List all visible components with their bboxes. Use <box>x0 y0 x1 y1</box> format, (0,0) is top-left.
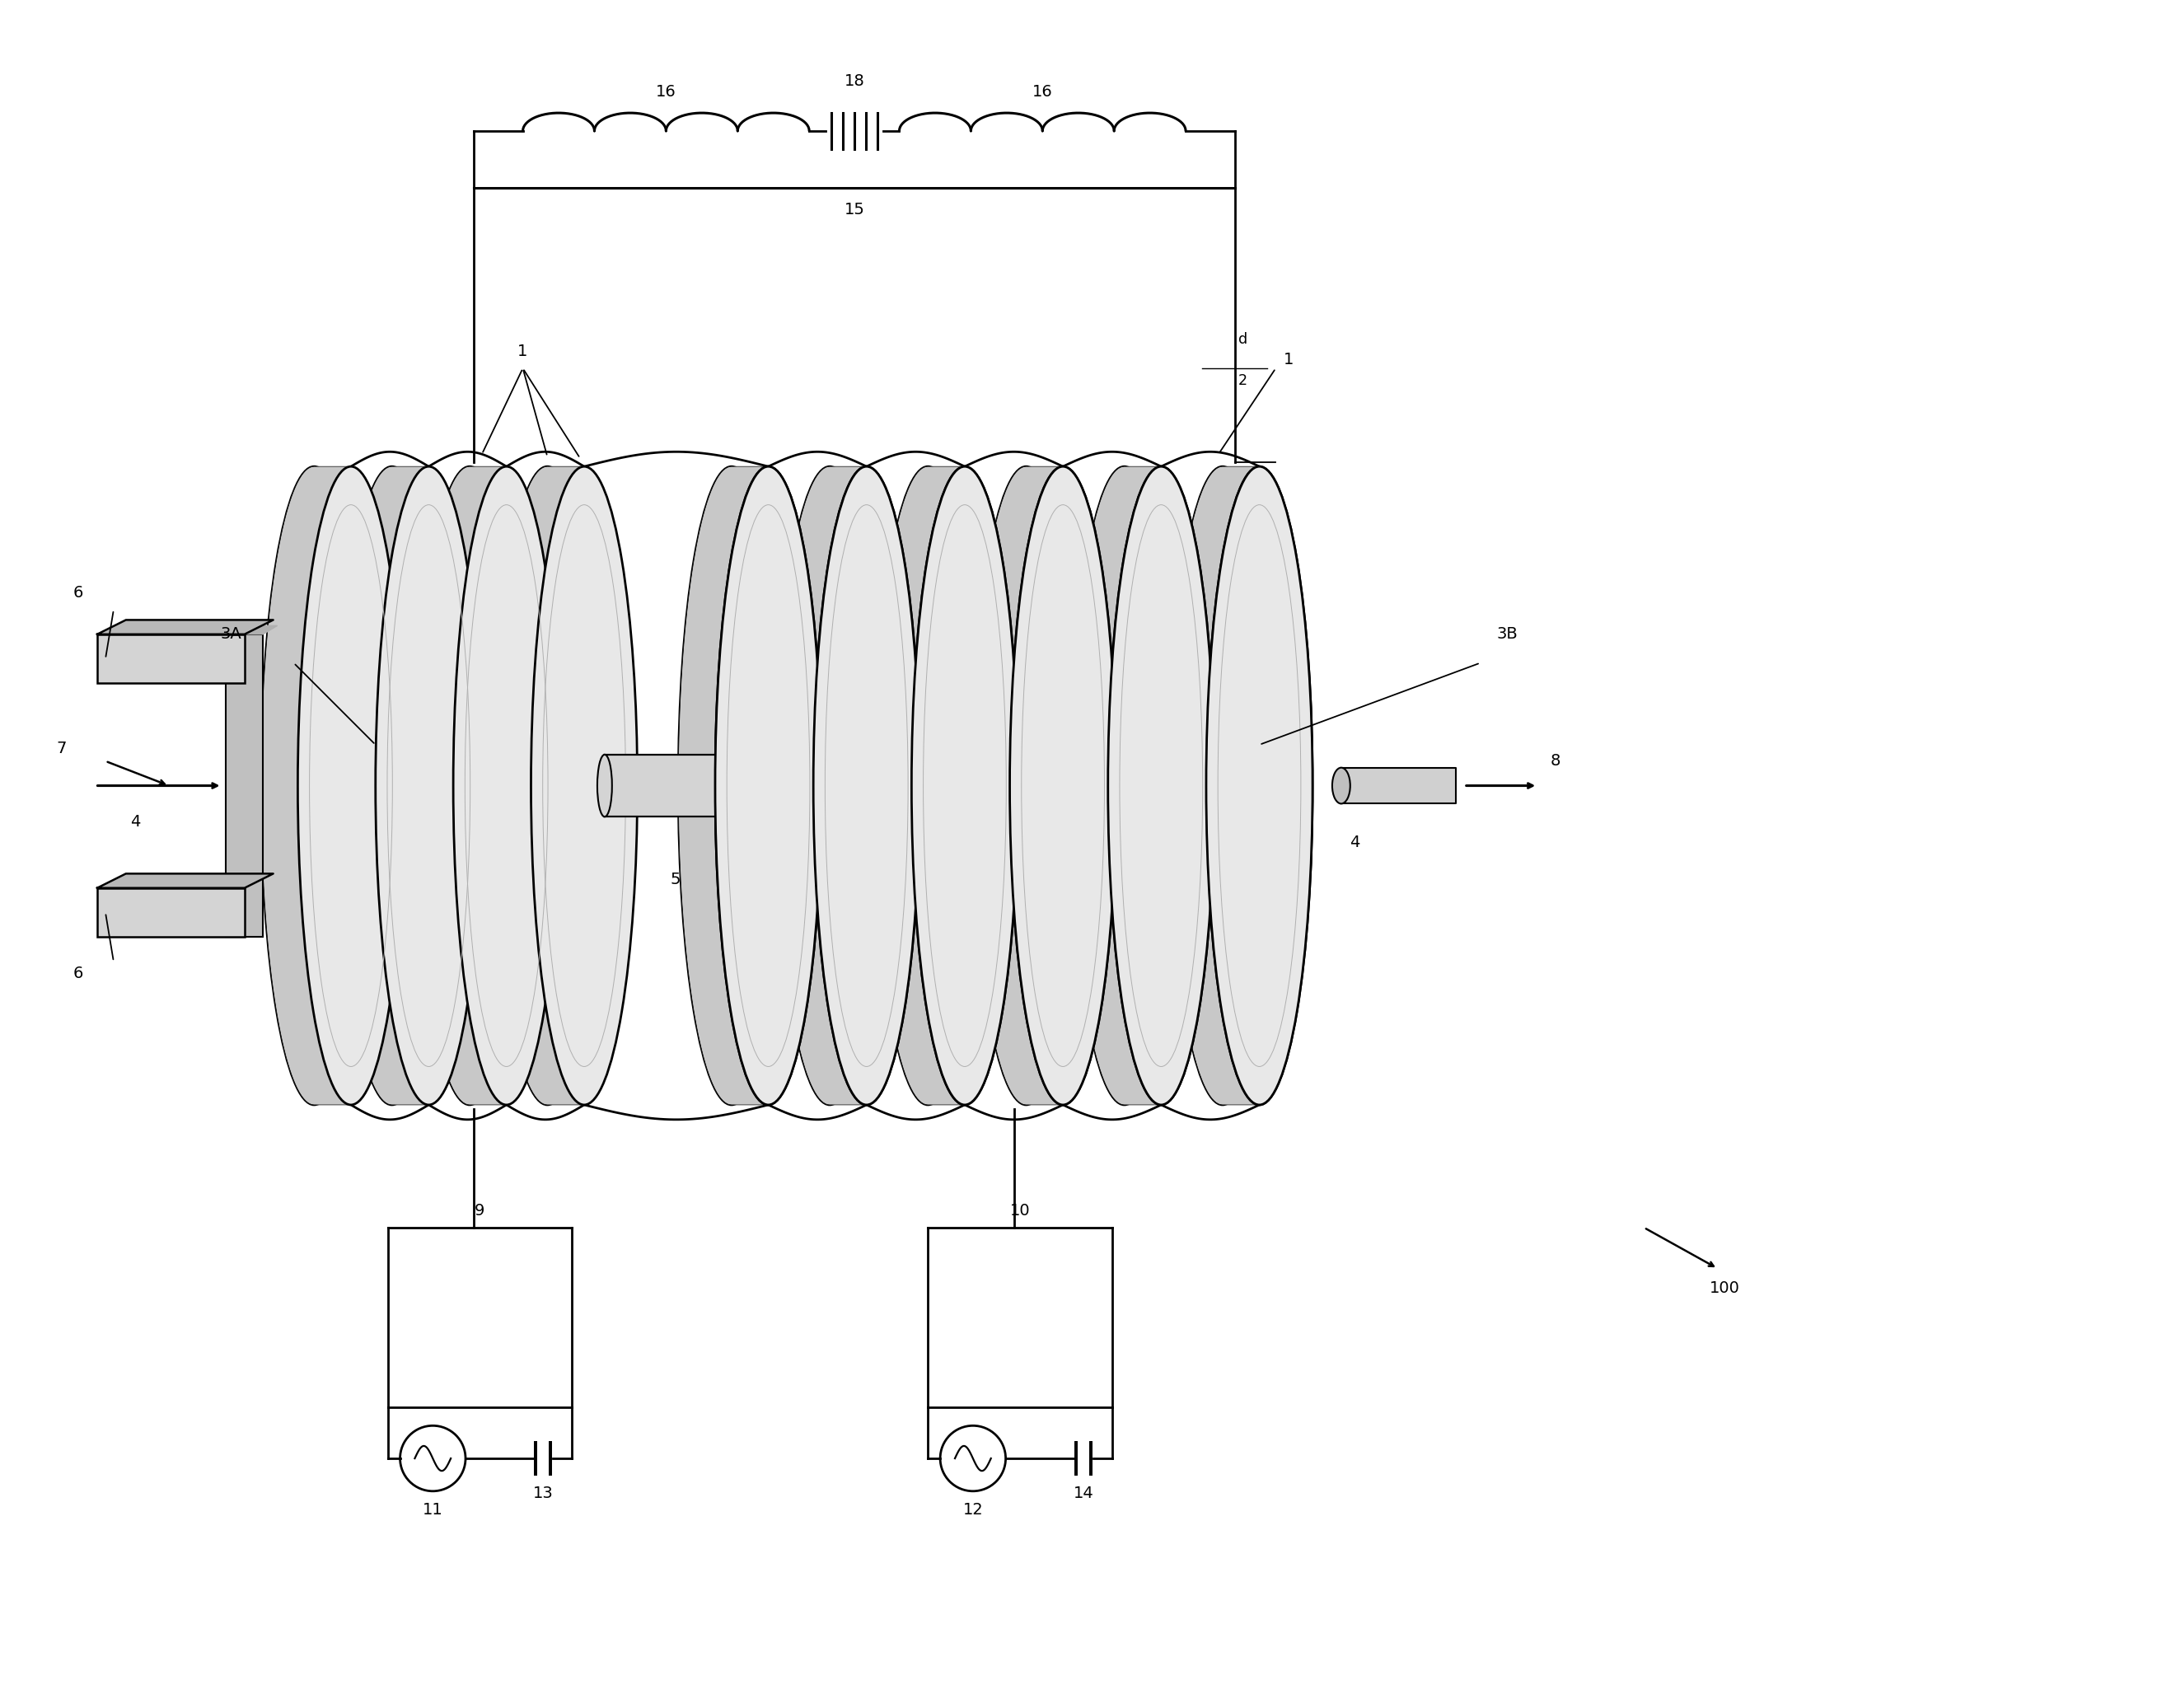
Text: d: d <box>1238 331 1247 347</box>
Polygon shape <box>1342 767 1456 804</box>
Ellipse shape <box>375 466 481 1105</box>
Text: 14: 14 <box>1074 1486 1094 1501</box>
Polygon shape <box>876 466 1018 1105</box>
Ellipse shape <box>298 466 403 1105</box>
Text: 12: 12 <box>962 1501 984 1517</box>
Text: 1: 1 <box>518 343 528 359</box>
Ellipse shape <box>1109 466 1214 1105</box>
Ellipse shape <box>597 755 613 816</box>
Text: 6: 6 <box>73 965 82 982</box>
Text: 7: 7 <box>56 741 67 757</box>
Ellipse shape <box>761 755 777 816</box>
Polygon shape <box>677 466 822 1105</box>
Ellipse shape <box>1169 466 1275 1105</box>
Polygon shape <box>416 466 559 1105</box>
Text: 4: 4 <box>129 815 140 830</box>
Ellipse shape <box>1072 466 1178 1105</box>
Text: 4: 4 <box>1350 835 1359 851</box>
Text: 100: 100 <box>1711 1281 1741 1296</box>
Text: 2: 2 <box>1238 372 1247 388</box>
Ellipse shape <box>813 466 919 1105</box>
Text: 3A: 3A <box>220 627 242 642</box>
Text: 10: 10 <box>1009 1202 1031 1218</box>
Text: 6: 6 <box>73 586 82 601</box>
Text: 3B: 3B <box>1497 627 1519 642</box>
Polygon shape <box>339 466 481 1105</box>
Ellipse shape <box>453 466 559 1105</box>
Ellipse shape <box>1333 767 1350 804</box>
Polygon shape <box>973 466 1115 1105</box>
Ellipse shape <box>912 466 1018 1105</box>
Text: 16: 16 <box>656 84 677 99</box>
Ellipse shape <box>677 466 785 1105</box>
Ellipse shape <box>1206 466 1314 1105</box>
Text: 15: 15 <box>843 202 865 217</box>
Polygon shape <box>777 466 919 1105</box>
Ellipse shape <box>339 466 444 1105</box>
Polygon shape <box>604 755 768 816</box>
Ellipse shape <box>494 466 600 1105</box>
Polygon shape <box>97 873 274 888</box>
Polygon shape <box>494 466 636 1105</box>
Text: 11: 11 <box>423 1501 442 1517</box>
Text: 5: 5 <box>671 871 679 886</box>
Polygon shape <box>1072 466 1214 1105</box>
Polygon shape <box>1169 466 1314 1105</box>
Ellipse shape <box>1009 466 1115 1105</box>
Text: 9: 9 <box>475 1202 485 1218</box>
Ellipse shape <box>531 466 636 1105</box>
Ellipse shape <box>912 466 1018 1105</box>
Text: 8: 8 <box>1551 753 1560 769</box>
Text: 16: 16 <box>1033 84 1053 99</box>
Bar <box>97 888 244 938</box>
Bar <box>226 634 263 938</box>
Polygon shape <box>226 625 278 634</box>
Ellipse shape <box>416 466 522 1105</box>
Text: 18: 18 <box>843 73 865 89</box>
Ellipse shape <box>1109 466 1214 1105</box>
Bar <box>97 634 244 683</box>
Ellipse shape <box>813 466 919 1105</box>
Ellipse shape <box>716 466 822 1105</box>
Ellipse shape <box>777 466 882 1105</box>
Text: 13: 13 <box>533 1486 554 1501</box>
Text: 1: 1 <box>1283 352 1294 367</box>
Ellipse shape <box>716 466 822 1105</box>
Ellipse shape <box>1206 466 1314 1105</box>
Ellipse shape <box>261 466 367 1105</box>
Polygon shape <box>97 620 274 634</box>
Polygon shape <box>261 466 403 1105</box>
Ellipse shape <box>876 466 981 1105</box>
Ellipse shape <box>1009 466 1115 1105</box>
Ellipse shape <box>973 466 1078 1105</box>
